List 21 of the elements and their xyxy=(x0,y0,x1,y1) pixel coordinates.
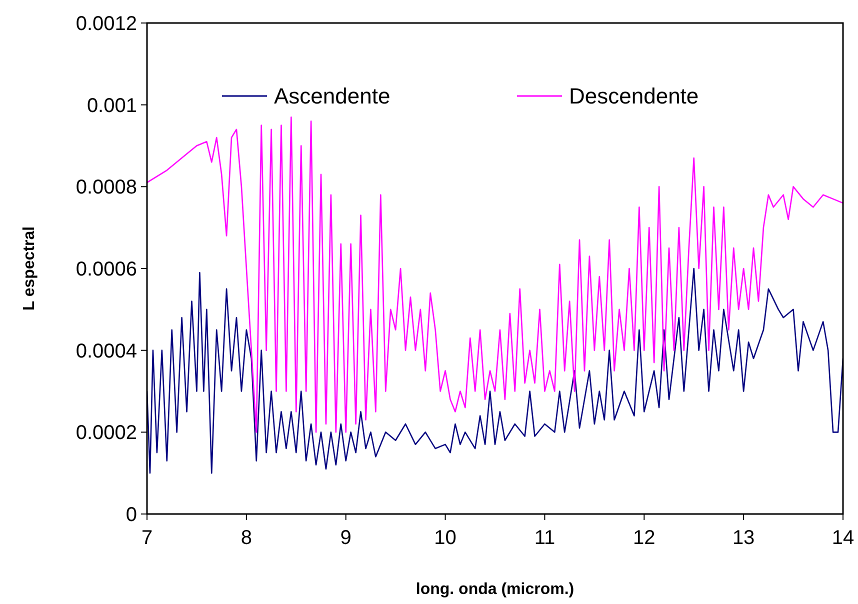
legend-label: Descendente xyxy=(569,84,699,109)
y-tick-label: 0 xyxy=(126,504,137,526)
y-tick-label: 0.0006 xyxy=(76,258,137,280)
line-series xyxy=(147,268,843,474)
x-tick-label: 9 xyxy=(340,527,352,549)
x-tick-label: 10 xyxy=(434,527,456,549)
y-tick-label: 0.0002 xyxy=(76,422,137,444)
x-tick-label: 7 xyxy=(141,527,153,549)
x-tick-label: 8 xyxy=(240,527,252,549)
y-tick-label: 0.0008 xyxy=(76,176,137,199)
x-tick-label: 14 xyxy=(832,527,854,549)
x-tick-label: 11 xyxy=(534,527,556,549)
x-tick-label: 13 xyxy=(732,527,755,549)
y-axis-title: L espectral xyxy=(21,226,38,311)
x-tick-label: 12 xyxy=(633,527,656,549)
y-tick-label: 0.0004 xyxy=(76,340,137,362)
line-series xyxy=(147,116,843,433)
legend-label: Ascendente xyxy=(274,84,390,109)
y-tick-label: 0.001 xyxy=(86,94,137,117)
y-tick-label: 0.0012 xyxy=(76,13,137,35)
x-axis-title: long. onda (microm.) xyxy=(416,581,574,598)
